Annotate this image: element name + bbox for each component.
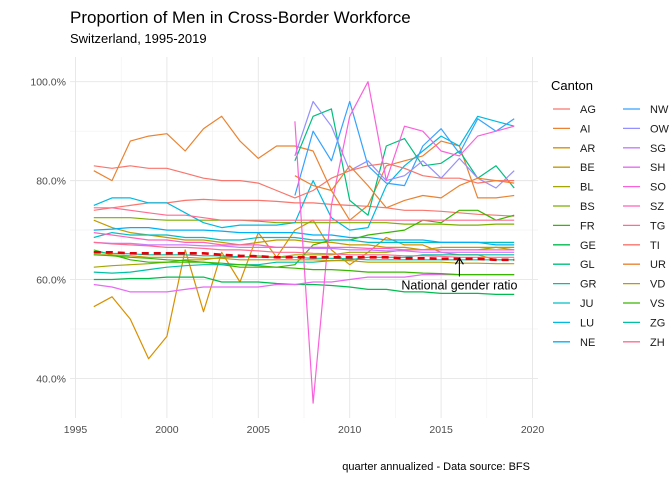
x-tick-label: 2010 [338, 424, 362, 436]
legend-label-ne: NE [580, 337, 595, 349]
series-line-zh [93, 241, 515, 258]
series-line-nw [294, 100, 515, 196]
series-line-bs [93, 217, 515, 226]
legend-label-be: BE [580, 162, 595, 174]
axis-ticks: 1995 2000 2005 2010 2015 2020 40.0% 60.0% 80.0% 1… [30, 77, 544, 436]
y-tick-label: 40.0% [36, 373, 66, 385]
legend-label-vd: VD [650, 279, 665, 291]
legend-label-gl: GL [580, 259, 595, 271]
legend-label-ge: GE [580, 240, 596, 252]
legend-label-ag: AG [580, 104, 596, 116]
x-tick-label: 2015 [429, 424, 453, 436]
series-line-be [93, 219, 515, 251]
x-tick-label: 2020 [521, 424, 545, 436]
legend-title: Canton [551, 78, 593, 93]
series-line-so [294, 81, 515, 404]
legend-label-nw: NW [650, 104, 669, 116]
legend-label-ar: AR [580, 143, 595, 155]
legend-label-ow: OW [650, 123, 670, 135]
series-line-ti [93, 162, 515, 199]
legend-label-sh: SH [650, 162, 665, 174]
legend-label-sg: SG [650, 143, 666, 155]
legend-label-ai: AI [580, 123, 590, 135]
x-tick-label: 2000 [155, 424, 179, 436]
chart-title: Proportion of Men in Cross-Border Workfo… [70, 8, 411, 27]
series-line-tg [93, 207, 515, 221]
legend-label-bs: BS [580, 201, 595, 213]
series-line-ur [294, 165, 515, 209]
legend-label-zg: ZG [650, 317, 665, 329]
legend-label-tg: TG [650, 220, 665, 232]
series-line-ai [93, 115, 515, 221]
legend-label-ur: UR [650, 259, 666, 271]
series-line-sz [93, 232, 515, 251]
legend-label-ti: TI [650, 240, 660, 252]
legend-label-bl: BL [580, 182, 593, 194]
annotation-arrowhead [454, 257, 464, 265]
series-line-vd [93, 254, 515, 265]
national-ratio-line [93, 251, 515, 262]
annotation: National gender ratio [401, 257, 517, 293]
series-layer [93, 81, 515, 404]
series-line-sh [93, 274, 515, 293]
x-tick-label: 2005 [247, 424, 271, 436]
series-line-gl [294, 108, 515, 216]
grid [70, 57, 538, 418]
legend-label-lu: LU [580, 317, 594, 329]
x-tick-label: 1995 [64, 424, 88, 436]
legend-label-ju: JU [580, 298, 594, 310]
national-ratio-layer [93, 251, 515, 262]
chart-caption: quarter annualized - Data source: BFS [342, 461, 530, 473]
y-tick-label: 60.0% [36, 275, 66, 287]
legend-label-vs: VS [650, 298, 665, 310]
series-line-ow [294, 100, 515, 189]
series-line-vs [93, 254, 515, 276]
legend: AG AI AR BE BL BS FR GE GL GR JU LU NE NW OW SG SH SO SZ TG… [553, 104, 670, 349]
y-tick-label: 80.0% [36, 176, 66, 188]
chart-subtitle: Switzerland, 1995-2019 [70, 31, 207, 46]
y-tick-label: 100.0% [30, 77, 66, 89]
legend-label-fr: FR [580, 220, 595, 232]
series-line-ne [93, 227, 515, 246]
legend-label-gr: GR [580, 279, 597, 291]
legend-label-so: SO [650, 182, 666, 194]
legend-label-zh: ZH [650, 337, 665, 349]
legend-label-sz: SZ [650, 201, 664, 213]
series-line-lu [93, 115, 515, 231]
annotation-text: National gender ratio [401, 279, 517, 293]
series-line-ge [93, 276, 515, 295]
